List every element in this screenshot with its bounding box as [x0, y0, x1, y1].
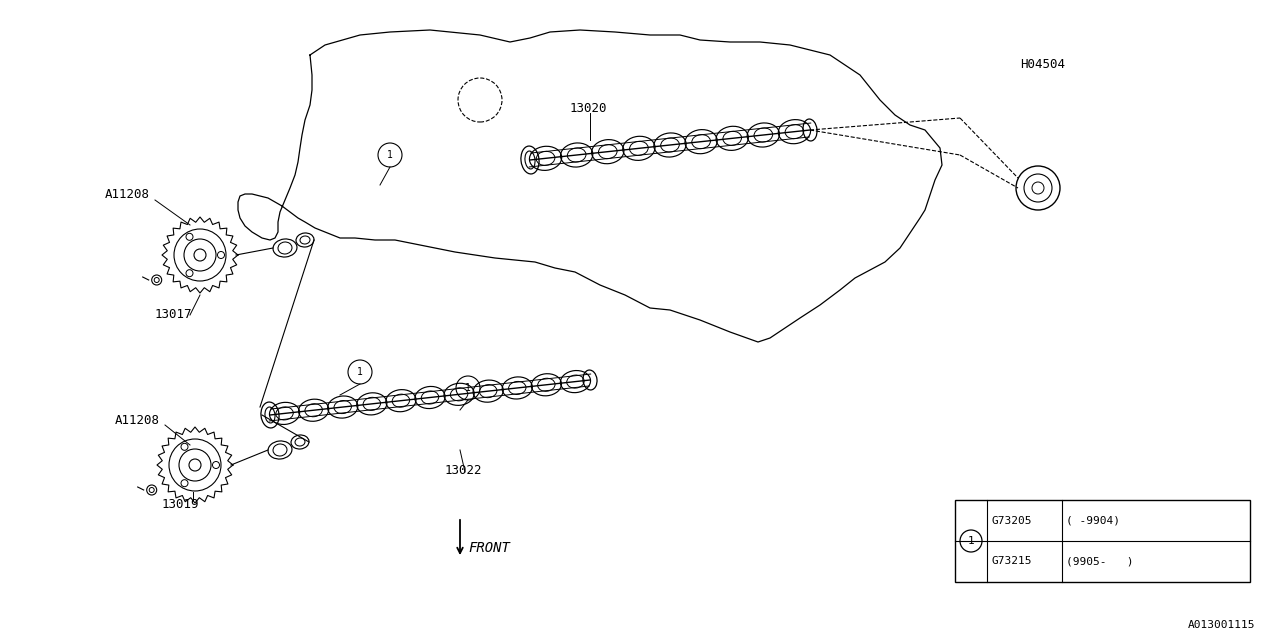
Circle shape: [212, 461, 219, 468]
Circle shape: [186, 269, 193, 276]
Text: 13022: 13022: [445, 463, 483, 477]
Text: FRONT: FRONT: [468, 541, 509, 555]
Text: 13019: 13019: [163, 499, 200, 511]
Text: 13020: 13020: [570, 102, 608, 115]
Circle shape: [180, 444, 188, 451]
Text: 1: 1: [357, 367, 364, 377]
Text: A013001115: A013001115: [1188, 620, 1254, 630]
Text: G73205: G73205: [992, 515, 1033, 525]
Text: 1: 1: [465, 383, 471, 393]
Text: G73215: G73215: [992, 557, 1033, 566]
Text: 13017: 13017: [155, 308, 192, 321]
Text: (9905-   ): (9905- ): [1066, 557, 1134, 566]
Circle shape: [218, 252, 224, 259]
Text: 1: 1: [387, 150, 393, 160]
Text: ( -9904): ( -9904): [1066, 515, 1120, 525]
Text: 1: 1: [968, 536, 974, 546]
Circle shape: [180, 480, 188, 486]
Text: A11208: A11208: [115, 413, 160, 426]
Text: A11208: A11208: [105, 189, 150, 202]
Bar: [955, 500, 1251, 582]
Text: H04504: H04504: [1020, 58, 1065, 72]
Circle shape: [186, 234, 193, 240]
